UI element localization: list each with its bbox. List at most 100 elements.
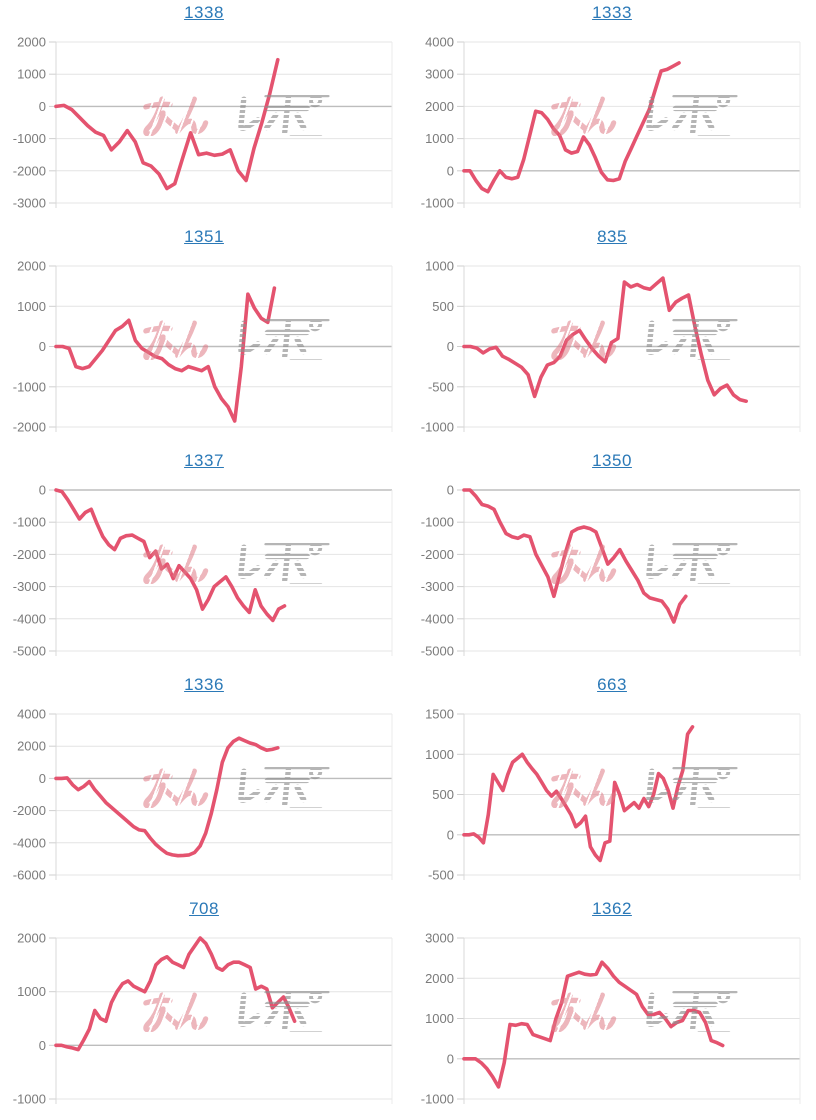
y-axis-label: 2000 <box>17 931 46 946</box>
chart-title-link[interactable]: 1338 <box>184 3 224 22</box>
chart-cell: 1362 3000 2000 1000 0 -1000 <box>408 896 816 1120</box>
chart-cell: 1351 2000 1000 0 -1000 -2000 <box>0 224 408 448</box>
y-axis-label: -2000 <box>13 420 46 435</box>
chart-title-row: 1350 <box>408 451 816 471</box>
chart-cell: 708 2000 1000 0 -1000 <box>0 896 408 1120</box>
chart-title-row: 1338 <box>0 3 408 23</box>
y-axis-label: 500 <box>432 787 454 802</box>
data-series-line <box>54 488 287 623</box>
data-series-line <box>462 960 725 1089</box>
chart-title-link[interactable]: 1336 <box>184 675 224 694</box>
y-axis-label: 2000 <box>425 971 454 986</box>
y-axis-label: 2000 <box>17 259 46 274</box>
y-axis-label: -2000 <box>13 163 46 178</box>
data-series-line <box>462 61 681 194</box>
data-series-line <box>462 276 749 403</box>
y-axis-label: 2000 <box>425 99 454 114</box>
y-axis-label: -3000 <box>13 579 46 594</box>
data-series-line <box>462 725 695 863</box>
chart-cell: 1337 0 -1000 -2000 -3000 -4000 -5000 <box>0 448 408 672</box>
line-chart: 0 -1000 -2000 -3000 -4000 -5000 <box>421 483 801 659</box>
line-chart: 1000 500 0 -500 -1000 <box>421 259 801 435</box>
y-axis-label: -500 <box>428 868 454 883</box>
chart-title-link[interactable]: 1337 <box>184 451 224 470</box>
chart-title-row: 1351 <box>0 227 408 247</box>
y-axis-label: -5000 <box>13 644 46 659</box>
line-chart: 1500 1000 500 0 -500 <box>425 707 801 883</box>
chart-title-row: 663 <box>408 675 816 695</box>
chart-title-link[interactable]: 1333 <box>592 3 632 22</box>
y-axis-label: 1000 <box>425 131 454 146</box>
chart-title-link[interactable]: 835 <box>597 227 627 246</box>
y-axis-label: -6000 <box>13 868 46 883</box>
y-axis-label: 0 <box>447 1051 454 1066</box>
y-axis-label: 1500 <box>425 707 454 722</box>
y-axis-label: 0 <box>39 339 46 354</box>
y-axis-label: -500 <box>428 379 454 394</box>
y-axis-label: -1000 <box>421 1092 454 1107</box>
y-axis-label: 0 <box>39 99 46 114</box>
line-chart: 3000 2000 1000 0 -1000 <box>421 931 801 1107</box>
y-axis-label: 2000 <box>17 35 46 50</box>
y-axis-label: 1000 <box>17 984 46 999</box>
y-axis-label: -1000 <box>13 379 46 394</box>
chart-title-link[interactable]: 1362 <box>592 899 632 918</box>
y-axis-label: 500 <box>432 299 454 314</box>
chart-title-link[interactable]: 1351 <box>184 227 224 246</box>
y-axis-label: 0 <box>447 163 454 178</box>
data-series-line <box>54 936 297 1052</box>
y-axis-label: 1000 <box>425 259 454 274</box>
line-chart: 4000 3000 2000 1000 0 -1000 <box>421 35 801 211</box>
chart-title-link[interactable]: 1350 <box>592 451 632 470</box>
y-axis-label: 0 <box>447 339 454 354</box>
y-axis-label: 0 <box>447 483 454 498</box>
y-axis-label: -1000 <box>421 420 454 435</box>
y-axis-label: 4000 <box>17 707 46 722</box>
y-axis-label: -1000 <box>421 515 454 530</box>
chart-title-row: 1362 <box>408 899 816 919</box>
chart-title-link[interactable]: 663 <box>597 675 627 694</box>
y-axis-label: 4000 <box>425 35 454 50</box>
chart-title-row: 835 <box>408 227 816 247</box>
y-axis-label: -2000 <box>13 547 46 562</box>
data-series-line <box>54 286 277 423</box>
chart-cell: 1336 4000 2000 0 -2000 -4000 -6000 <box>0 672 408 896</box>
y-axis-label: 0 <box>39 1038 46 1053</box>
line-chart: 2000 1000 0 -1000 -2000 <box>13 259 393 435</box>
y-axis-label: -2000 <box>421 547 454 562</box>
y-axis-label: -3000 <box>421 579 454 594</box>
y-axis-label: -4000 <box>13 835 46 850</box>
y-axis-label: -3000 <box>13 196 46 211</box>
y-axis-label: 1000 <box>425 1011 454 1026</box>
chart-title-row: 708 <box>0 899 408 919</box>
y-axis-label: -1000 <box>13 1092 46 1107</box>
y-axis-label: -4000 <box>421 611 454 626</box>
chart-cell: 1333 4000 3000 2000 1000 0 -1000 <box>408 0 816 224</box>
line-chart: 2000 1000 0 -1000 -2000 -3000 <box>13 35 393 211</box>
chart-title-link[interactable]: 708 <box>189 899 219 918</box>
y-axis-label: 3000 <box>425 931 454 946</box>
data-series-line <box>54 736 280 858</box>
y-axis-label: -1000 <box>13 131 46 146</box>
chart-cell: 663 1500 1000 500 0 -500 <box>408 672 816 896</box>
chart-cell: 1350 0 -1000 -2000 -3000 -4000 -5000 <box>408 448 816 672</box>
y-axis-label: -1000 <box>13 515 46 530</box>
chart-cell: 835 1000 500 0 -500 -1000 <box>408 224 816 448</box>
data-series-line <box>462 488 688 624</box>
y-axis-label: 0 <box>447 827 454 842</box>
line-chart: 0 -1000 -2000 -3000 -4000 -5000 <box>13 483 393 659</box>
chart-title-row: 1333 <box>408 3 816 23</box>
chart-cell: 1338 2000 1000 0 -1000 -2000 -3000 <box>0 0 408 224</box>
y-axis-label: -5000 <box>421 644 454 659</box>
line-chart: 2000 1000 0 -1000 <box>13 931 393 1107</box>
y-axis-label: 1000 <box>17 299 46 314</box>
y-axis-label: 1000 <box>17 67 46 82</box>
line-chart: 4000 2000 0 -2000 -4000 -6000 <box>13 707 393 883</box>
y-axis-label: -4000 <box>13 611 46 626</box>
y-axis-label: 0 <box>39 483 46 498</box>
y-axis-label: 2000 <box>17 739 46 754</box>
y-axis-label: -1000 <box>421 196 454 211</box>
chart-title-row: 1336 <box>0 675 408 695</box>
chart-title-row: 1337 <box>0 451 408 471</box>
